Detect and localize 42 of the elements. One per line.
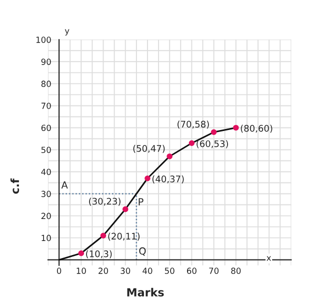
y-tick-label: 30: [41, 190, 51, 198]
y-tick-label: 80: [41, 80, 51, 87]
x-tick-label: 30: [120, 268, 130, 274]
annotation: x: [266, 256, 272, 261]
point: [78, 250, 84, 256]
y-tick-label: 100: [36, 36, 51, 43]
point: [210, 129, 217, 136]
x-tick-label: 80: [231, 268, 241, 274]
x-tick-label: 10: [76, 268, 86, 274]
annotation: P: [138, 198, 144, 206]
annotation: (70,58): [178, 120, 209, 129]
y-tick-label: 60: [41, 124, 51, 132]
point: [233, 124, 239, 131]
y-axis-title: c.f: [10, 178, 20, 194]
x-tick-label: 20: [98, 268, 108, 274]
y-tick-label: 10: [42, 234, 51, 242]
annotation: (40,37): [152, 175, 184, 184]
point: [166, 153, 172, 160]
x-tick-label: 40: [142, 268, 152, 274]
annotation: (50,47): [133, 144, 165, 153]
point: [100, 232, 106, 239]
y-tick-label: 50: [41, 146, 51, 154]
annotation: (20,11): [108, 232, 140, 241]
point: [122, 206, 128, 212]
x-tick-label: 70: [209, 268, 219, 274]
annotation: (30,23): [89, 198, 120, 206]
ref-line-label: Q: [139, 247, 146, 256]
annotation: (80,60): [240, 124, 272, 133]
text: y: [64, 29, 70, 36]
ref-line-label: A: [61, 181, 68, 188]
annotation: (60,53): [196, 140, 228, 148]
y-tick-label: 90: [41, 58, 51, 65]
point: [144, 175, 150, 182]
y-tick-label: 40: [41, 168, 51, 176]
y-tick-label: 20: [41, 212, 51, 220]
annotation: (10,3): [86, 250, 112, 258]
x-tick-label: 0: [56, 268, 62, 274]
x-tick-label: 50: [164, 268, 174, 274]
y-tick-label: 70: [41, 102, 51, 109]
point: [188, 140, 195, 146]
x-tick-label: 60: [186, 268, 196, 274]
x-axis-title: Marks: [127, 288, 164, 297]
